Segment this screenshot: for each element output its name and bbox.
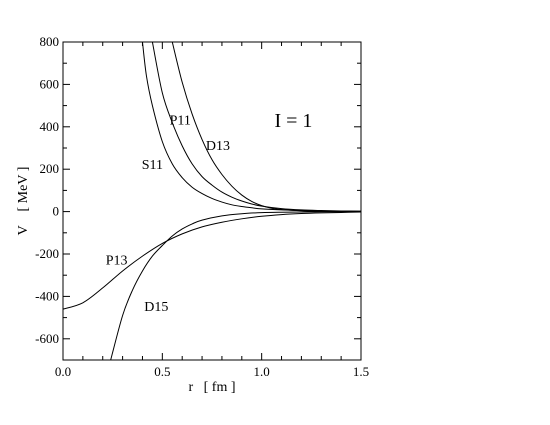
y-tick-label: -600 [35, 331, 59, 346]
tick-labels: 0.0 0.5 1.0 1.5 -600 -400 -200 0 200 400 600 800 [35, 34, 369, 379]
y-tick-label: 0 [53, 204, 60, 219]
curve-label-p11: P11 [170, 114, 191, 129]
x-tick-label: 1.0 [254, 364, 270, 379]
curve-d13 [171, 42, 361, 213]
curve-label-p13: P13 [106, 254, 128, 269]
y-axis-label: V [ MeV ] [16, 167, 31, 236]
curve-p13 [63, 211, 361, 310]
isospin-annotation: I = 1 [274, 110, 312, 132]
curve-label-d15: D15 [144, 300, 168, 315]
y-tick-label: 800 [40, 34, 60, 49]
curve-label-d13: D13 [206, 139, 230, 154]
y-tick-label: 600 [40, 76, 60, 91]
y-tick-label: 200 [40, 161, 60, 176]
y-tick-label: -200 [35, 246, 59, 261]
plot-frame [62, 41, 362, 361]
y-tick-label: 400 [40, 119, 60, 134]
curves [63, 42, 361, 360]
curve-d15 [110, 211, 361, 360]
axis-ticks [62, 41, 362, 361]
x-tick-label: 0.5 [154, 364, 170, 379]
x-axis-label: r [ fm ] [188, 380, 235, 395]
x-tick-label: 0.0 [55, 364, 71, 379]
curve-p11 [151, 42, 361, 212]
curve-labels: S11 P11 D13 P13 D15 [106, 114, 230, 316]
curve-label-s11: S11 [142, 158, 163, 173]
x-tick-label: 1.5 [353, 364, 369, 379]
y-tick-label: -400 [35, 288, 59, 303]
